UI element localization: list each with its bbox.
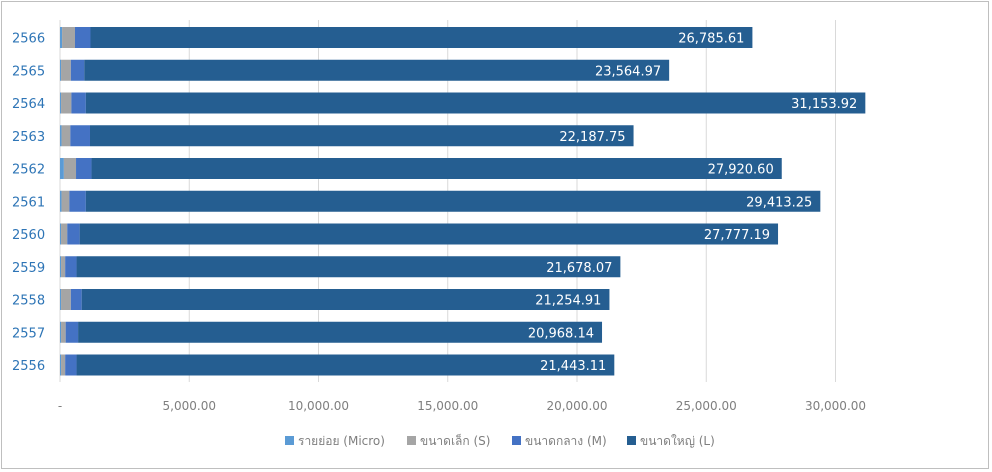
bar-segment-2 <box>62 27 75 48</box>
category-label: 2561 <box>12 195 45 210</box>
bar-segment-4 <box>89 125 634 147</box>
category-label: 2559 <box>12 261 45 276</box>
bar-segment-3 <box>65 321 79 343</box>
bar-segment-1 <box>60 223 62 245</box>
bar-segment-4 <box>91 158 782 179</box>
bar-segment-1 <box>60 190 62 212</box>
x-tick-label: 20,000.00 <box>546 399 607 413</box>
bar-segment-2 <box>61 59 71 81</box>
bar-segment-4 <box>76 354 615 376</box>
bar-segment-4 <box>84 59 670 81</box>
category-label: 2562 <box>12 163 45 178</box>
data-label: 20,968.14 <box>528 326 594 341</box>
bar-segment-4 <box>79 223 779 245</box>
bar-segment-3 <box>69 190 86 212</box>
legend-label: รายย่อย (Micro) <box>298 434 385 448</box>
data-label: 31,153.92 <box>791 97 857 112</box>
category-label: 2556 <box>12 359 45 374</box>
data-label: 27,777.19 <box>704 228 770 243</box>
bar-segment-3 <box>65 354 77 376</box>
bar-segment-2 <box>61 354 66 376</box>
data-label: 21,443.11 <box>540 359 606 374</box>
bar-segment-3 <box>71 92 86 114</box>
x-tick-label: 15,000.00 <box>417 399 478 413</box>
bar-segment-4 <box>76 256 621 278</box>
x-tick-label: - <box>58 399 62 413</box>
bar-segment-3 <box>76 158 92 179</box>
category-label: 2557 <box>12 326 45 341</box>
legend-swatch <box>285 436 294 445</box>
category-label: 2565 <box>12 64 45 79</box>
bar-segment-4 <box>90 27 753 48</box>
bar-segment-4 <box>81 289 610 310</box>
bar-segment-3 <box>74 27 91 48</box>
bar-segment-1 <box>60 27 63 48</box>
bar-segment-4 <box>78 321 603 343</box>
bar-segment-4 <box>85 92 866 114</box>
legend-label: ขนาดเล็ก (S) <box>420 433 490 448</box>
legend-label: ขนาดกลาง (M) <box>525 434 607 448</box>
bar-segment-2 <box>61 321 66 343</box>
data-label: 21,254.91 <box>535 294 601 309</box>
category-label: 2563 <box>12 130 45 145</box>
x-tick-label: 25,000.00 <box>676 399 737 413</box>
data-label: 23,564.97 <box>595 64 661 79</box>
bar-segment-2 <box>61 223 68 245</box>
bar-segment-2 <box>61 125 71 147</box>
legend-swatch <box>627 436 636 445</box>
bar-segment-1 <box>60 256 62 278</box>
category-label: 2560 <box>12 228 45 243</box>
data-label: 29,413.25 <box>746 195 812 210</box>
bar-segment-4 <box>85 190 821 212</box>
bar-segment-2 <box>61 256 66 278</box>
data-label: 27,920.60 <box>708 163 774 178</box>
bar-segment-2 <box>61 190 70 212</box>
bar-segment-1 <box>60 354 62 376</box>
x-tick-label: 5,000.00 <box>163 399 216 413</box>
bar-segment-1 <box>60 59 62 81</box>
bar-segment-1 <box>60 92 62 114</box>
bar-segment-3 <box>70 125 90 147</box>
bar-segment-1 <box>60 158 64 179</box>
bar-segment-3 <box>65 256 77 278</box>
bar-segment-1 <box>60 321 62 343</box>
bar-segment-1 <box>60 125 62 147</box>
data-label: 26,785.61 <box>678 32 744 47</box>
bar-segment-3 <box>67 223 80 245</box>
bar-segment-1 <box>60 289 62 310</box>
bar-segment-2 <box>61 289 71 310</box>
x-tick-label: 30,000.00 <box>805 399 866 413</box>
category-label: 2558 <box>12 294 45 309</box>
bar-segment-3 <box>70 289 82 310</box>
category-label: 2564 <box>12 97 45 112</box>
data-label: 21,678.07 <box>546 261 612 276</box>
bar-segment-2 <box>61 92 72 114</box>
bar-segment-2 <box>63 158 77 179</box>
legend-swatch <box>407 436 416 445</box>
data-label: 22,187.75 <box>559 130 625 145</box>
legend-label: ขนาดใหญ่ (L) <box>640 434 715 448</box>
x-tick-label: 10,000.00 <box>288 399 349 413</box>
legend-swatch <box>512 436 521 445</box>
bar-segment-3 <box>70 59 85 81</box>
category-label: 2566 <box>12 32 45 47</box>
